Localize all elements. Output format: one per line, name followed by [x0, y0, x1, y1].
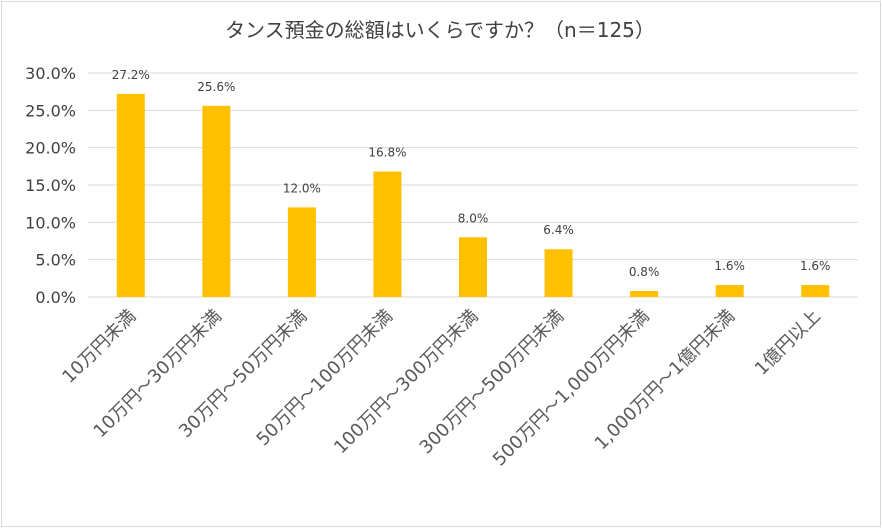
y-tick-label: 30.0%: [25, 64, 76, 83]
data-label: 0.8%: [629, 265, 660, 279]
y-tick-label: 10.0%: [25, 213, 76, 232]
x-tick-label: 500万円～1,000万円未満: [489, 306, 654, 471]
bar: [116, 93, 145, 297]
bar: [801, 285, 830, 297]
bar: [287, 207, 316, 297]
x-tick-label: 300万円～500万円未満: [416, 306, 569, 459]
x-tick-label: 10万円未満: [58, 306, 140, 388]
data-label: 27.2%: [112, 68, 150, 82]
y-tick-label: 25.0%: [25, 101, 76, 120]
data-label: 1.6%: [800, 259, 831, 273]
y-tick-label: 15.0%: [25, 176, 76, 195]
chart-title: タンス預金の総額はいくらですか？（n＝125）: [225, 18, 655, 42]
data-label: 25.6%: [197, 80, 235, 94]
data-label: 16.8%: [368, 146, 406, 160]
bar: [715, 285, 744, 297]
y-tick-label: 5.0%: [35, 251, 76, 270]
data-label: 6.4%: [543, 223, 574, 237]
bar: [202, 105, 231, 297]
data-label: 8.0%: [458, 211, 489, 225]
bar: [373, 171, 402, 297]
x-tick-label: 1億円以上: [751, 306, 825, 380]
x-tick-label: 100万円～300万円未満: [330, 306, 483, 459]
x-tick-label: 1,000万円～1億円未満: [591, 306, 739, 454]
bar: [459, 237, 487, 297]
bar: [630, 291, 659, 297]
y-tick-label: 0.0%: [35, 288, 76, 307]
data-label: 1.6%: [714, 259, 745, 273]
bar: [544, 249, 573, 297]
data-label: 12.0%: [283, 181, 321, 195]
y-tick-label: 20.0%: [25, 139, 76, 158]
